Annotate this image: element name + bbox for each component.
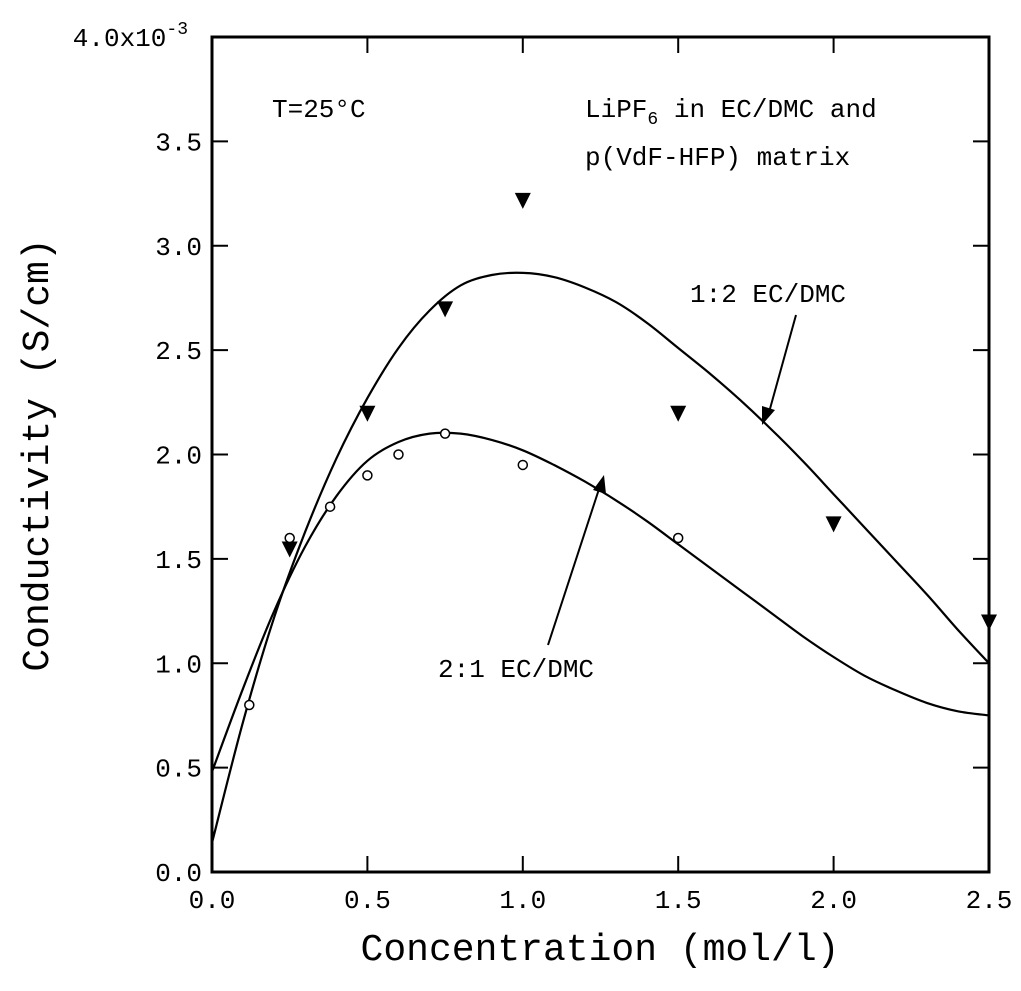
data-point-circle — [439, 428, 451, 439]
data-point-circle — [244, 699, 255, 711]
data-point-triangle — [825, 516, 842, 533]
y-axis-title: Conductivity (S/cm) — [17, 238, 60, 671]
y-tick-exponent: -3 — [166, 20, 188, 40]
data-point-triangle — [981, 614, 997, 631]
data-markers — [244, 192, 997, 711]
y-tick-label: 4.0x10-3 — [73, 20, 188, 54]
data-point-circle — [324, 501, 336, 512]
y-tick-label: 1.5 — [155, 546, 202, 576]
x-tick-label: 2.5 — [966, 886, 1013, 916]
system-label-line1: LiPF6 in EC/DMC and — [585, 95, 877, 130]
y-tick-label: 1.0 — [155, 650, 202, 680]
x-tick-label: 0.0 — [189, 886, 236, 916]
data-point-triangle — [281, 541, 298, 558]
y-tick-label: 0.0 — [155, 859, 202, 889]
data-point-triangle — [359, 405, 376, 422]
axis-ticks — [211, 36, 990, 873]
system-label-line2: p(VdF-HFP) matrix — [585, 143, 850, 173]
arrow-1-2 — [762, 314, 797, 425]
x-tick-label: 1.5 — [655, 886, 702, 916]
series-label-2-1: 2:1 EC/DMC — [438, 655, 594, 685]
data-point-circle — [517, 459, 529, 471]
x-tick-label: 0.5 — [344, 886, 391, 916]
fit-curves — [210, 271, 990, 844]
arrow-2-1 — [547, 475, 606, 646]
data-point-triangle — [514, 192, 531, 209]
subscript-6: 6 — [647, 110, 658, 130]
data-point-circle — [284, 532, 295, 544]
data-point-circle — [362, 470, 373, 481]
x-tick-label: 1.0 — [499, 886, 546, 916]
series-label-1-2: 1:2 EC/DMC — [690, 280, 846, 310]
y-tick-label: 0.5 — [155, 755, 202, 785]
fit-curve-1-2-ec-dmc — [210, 271, 990, 844]
data-point-circle — [672, 532, 684, 544]
data-point-triangle — [437, 301, 454, 318]
data-point-triangle — [670, 405, 687, 422]
data-point-circle — [393, 449, 404, 460]
y-tick-label: 3.5 — [155, 128, 202, 158]
y-tick-label: 3.0 — [155, 233, 202, 263]
temperature-label: T=25°C — [272, 95, 366, 125]
y-tick-label: 2.0 — [155, 442, 202, 472]
axis-tick-labels: 0.0 0.5 1.0 1.5 2.0 2.5 0.0 0.5 1.0 1.5 2.0 2.5 3.0 3… — [73, 20, 1013, 916]
x-axis-title: Concentration (mol/l) — [361, 929, 840, 972]
x-tick-label: 2.0 — [810, 886, 857, 916]
y-tick-label: 2.5 — [155, 337, 202, 367]
